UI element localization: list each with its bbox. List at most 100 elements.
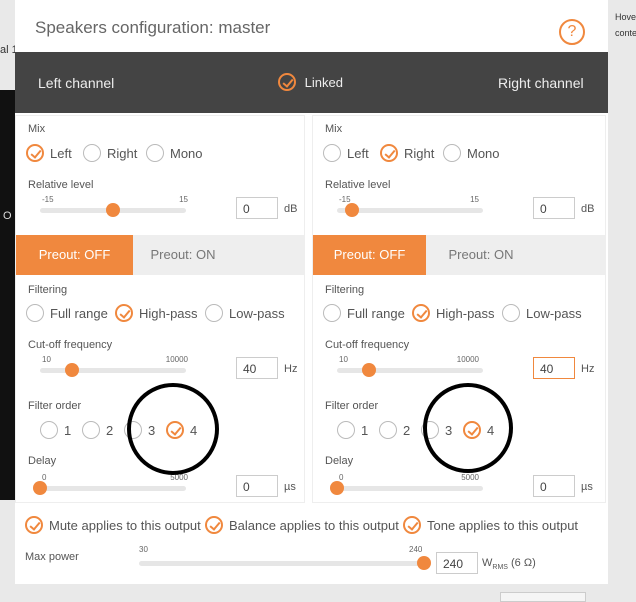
filtering-option[interactable]: High-pass [412,304,495,322]
preout-off-button[interactable]: Preout: OFF [16,235,133,275]
delay-input[interactable]: 0 [533,475,575,497]
mix-option-label: Right [107,145,138,161]
relative-level-slider[interactable] [337,208,483,213]
radio-icon [443,144,461,162]
radio-icon [502,304,520,322]
cutoff-label: Cut-off frequency [325,339,410,351]
filtering-option[interactable]: Low-pass [205,304,285,322]
radio-icon [40,421,58,439]
filter-order-option[interactable]: 2 [82,421,113,439]
check-icon [380,144,398,162]
check-icon [403,516,421,534]
check-icon [25,516,43,534]
cutoff-slider[interactable] [337,368,483,373]
delay-label: Delay [28,455,57,467]
radio-icon [82,421,100,439]
delay-handle[interactable] [33,481,47,495]
filtering-option-label: High-pass [139,305,198,321]
cutoff-unit: Hz [581,363,595,375]
mix-option[interactable]: Mono [146,144,203,162]
preout-on-button[interactable]: Preout: ON [150,247,216,262]
relative-level-handle[interactable] [344,203,359,217]
mix-option[interactable]: Right [380,144,434,162]
mix-label: Mix [28,123,46,135]
dialog-title: Speakers configuration: master [35,18,271,37]
cutoff-min: 10 [339,355,348,364]
filtering-option[interactable]: Full range [26,304,108,322]
filtering-option[interactable]: High-pass [115,304,198,322]
preout-toggle: Preout: OFF Preout: ON [313,235,605,275]
max-power-unit: WRMS (6 Ω) [482,557,536,572]
delay-slider[interactable] [40,486,186,491]
delay-min: 0 [42,473,47,482]
filter-order-label: Filter order [28,400,82,412]
speakers-config-dialog: Speakers configuration: master ? Left ch… [15,0,608,584]
max-power-input[interactable]: 240 [436,552,478,574]
delay-input[interactable]: 0 [236,475,278,497]
bg-text: conte [615,28,636,38]
delay-unit: µs [581,481,593,493]
balance-checkbox[interactable]: Balance applies to this output [205,516,399,534]
bg-text: O [3,210,12,222]
help-icon[interactable]: ? [559,19,585,45]
cutoff-slider[interactable] [40,368,186,373]
cutoff-input[interactable]: 40 [236,357,278,379]
check-icon [412,304,430,322]
tone-label: Tone applies to this output [427,517,579,533]
annotation-circle [423,383,513,473]
filter-order-option[interactable]: 2 [379,421,410,439]
filter-order-option-label: 1 [64,422,72,438]
delay-min: 0 [339,473,344,482]
mix-option[interactable]: Left [323,144,369,162]
cutoff-handle[interactable] [362,363,377,377]
filtering-label: Filtering [325,284,365,296]
radio-icon [26,304,44,322]
filtering-option-label: Full range [50,305,108,321]
mix-label: Mix [325,123,343,135]
radio-icon [379,421,397,439]
mix-option[interactable]: Left [26,144,72,162]
check-icon [205,516,223,534]
filter-order-option[interactable]: 1 [40,421,71,439]
radio-icon [205,304,223,322]
mix-option[interactable]: Mono [443,144,500,162]
cutoff-handle[interactable] [65,363,80,377]
right-channel-label: Right channel [498,75,584,91]
relative-level-unit: dB [284,203,298,215]
relative-level-input[interactable]: 0 [236,197,278,219]
check-icon [278,73,296,91]
relative-level-input[interactable]: 0 [533,197,575,219]
filtering-option[interactable]: Full range [323,304,405,322]
cutoff-min: 10 [42,355,51,364]
mute-label: Mute applies to this output [49,517,201,533]
max-power-handle[interactable] [417,556,431,570]
delay-max: 5000 [461,473,479,482]
radio-icon [83,144,101,162]
relative-level-min: -15 [42,195,54,204]
filtering-option-label: Low-pass [526,305,582,321]
mix-option[interactable]: Right [83,144,137,162]
filtering-option[interactable]: Low-pass [502,304,582,322]
filter-order-option-label: 1 [361,422,369,438]
radio-icon [323,304,341,322]
relative-level-unit: dB [581,203,595,215]
max-power-slider[interactable] [139,561,425,566]
filtering-option-label: Full range [347,305,405,321]
mute-checkbox[interactable]: Mute applies to this output [25,516,201,534]
linked-checkbox[interactable]: Linked [278,73,343,91]
left-channel-label: Left channel [38,75,115,91]
relative-level-handle[interactable] [106,203,120,217]
preout-on-button[interactable]: Preout: ON [448,247,514,262]
bg-text: al 1 [0,44,18,56]
filter-order-option[interactable]: 1 [337,421,368,439]
delay-slider[interactable] [337,486,483,491]
mix-option-label: Mono [170,145,203,161]
footer-button[interactable] [500,592,586,602]
delay-handle[interactable] [330,481,344,495]
delay-max: 5000 [170,473,188,482]
radio-icon [146,144,164,162]
tone-checkbox[interactable]: Tone applies to this output [403,516,578,534]
preout-off-button[interactable]: Preout: OFF [313,235,426,275]
filtering-option-label: High-pass [436,305,495,321]
cutoff-input[interactable]: 40 [533,357,575,379]
